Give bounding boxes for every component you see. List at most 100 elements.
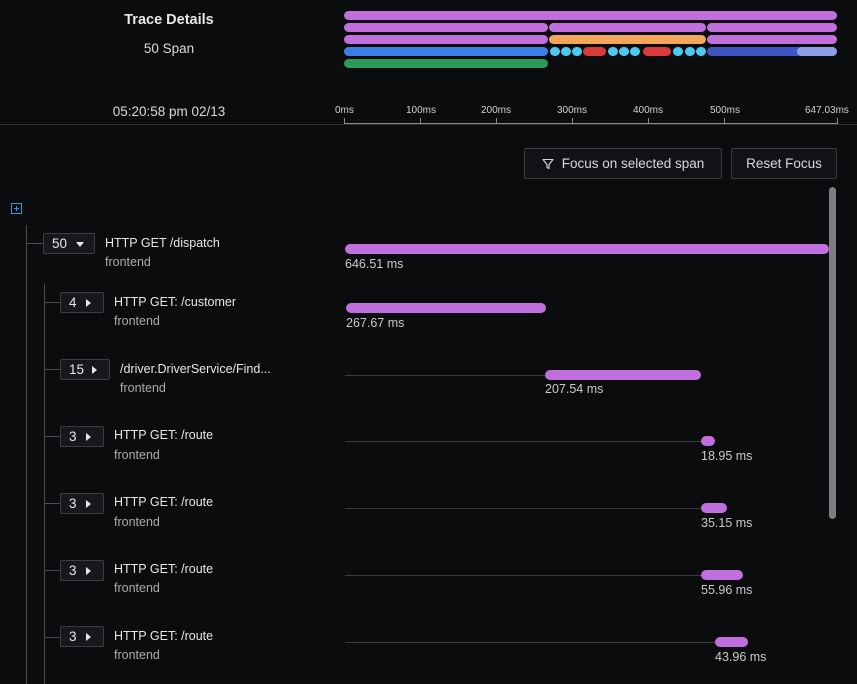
overview-bar: [344, 59, 548, 68]
tick-label: 200ms: [481, 105, 512, 116]
overview-bar: [643, 47, 671, 56]
overview-bar: [608, 47, 618, 56]
overview-bar: [707, 47, 837, 56]
span-name: HTTP GET: /customer: [114, 295, 237, 309]
span-bar[interactable]: [345, 244, 829, 254]
trace-header: Trace Details 50 Span 05:20:58 pm 02/13 …: [0, 0, 857, 125]
focus-selected-span-button[interactable]: Focus on selected span: [524, 148, 722, 179]
trace-title: Trace Details: [124, 12, 214, 28]
expand-toggle[interactable]: 3: [60, 426, 104, 447]
expand-toggle[interactable]: 3: [60, 560, 104, 581]
service-name: frontend: [114, 581, 160, 595]
tree-line: [44, 436, 60, 437]
overview-bar: [797, 47, 837, 56]
expand-toggle[interactable]: 4: [60, 292, 104, 313]
child-count: 3: [69, 496, 77, 511]
trace-timestamp: 05:20:58 pm 02/13: [112, 104, 226, 119]
span-name: HTTP GET /dispatch: [105, 236, 220, 250]
service-name: frontend: [114, 314, 160, 328]
service-name: frontend: [114, 448, 160, 462]
span-track: [345, 642, 715, 643]
collapse-toggle[interactable]: 50: [43, 233, 95, 254]
span-duration: 43.96 ms: [715, 650, 767, 664]
overview-bar: [550, 47, 560, 56]
overview-bar: [344, 11, 837, 20]
expand-toggle[interactable]: 3: [60, 626, 104, 647]
child-count: 4: [69, 295, 77, 310]
overview-bar: [707, 35, 837, 44]
child-count: 3: [69, 429, 77, 444]
span-name: HTTP GET: /route: [114, 562, 214, 576]
span-track: [345, 441, 701, 442]
overview-bar: [583, 47, 606, 56]
tick-mark: [837, 118, 838, 124]
span-duration: 18.95 ms: [701, 449, 753, 463]
tick-mark: [724, 118, 725, 124]
span-duration: 55.96 ms: [701, 583, 753, 597]
span-bar[interactable]: [701, 503, 727, 513]
caret-right-icon: [86, 299, 91, 307]
tick-mark: [648, 118, 649, 124]
span-name: HTTP GET: /route: [114, 629, 214, 643]
expand-toggle[interactable]: 15: [60, 359, 110, 380]
overview-bar: [549, 35, 706, 44]
overview-bar: [572, 47, 582, 56]
overview-bar: [707, 23, 837, 32]
caret-right-icon: [86, 567, 91, 575]
caret-right-icon: [86, 433, 91, 441]
span-duration: 207.54 ms: [545, 382, 604, 396]
timeline-axis: [344, 123, 838, 124]
span-track: [345, 508, 701, 509]
tick-mark: [420, 118, 421, 124]
tick-label: 100ms: [406, 105, 437, 116]
reset-focus-button[interactable]: Reset Focus: [731, 148, 837, 179]
caret-down-icon: [76, 242, 84, 247]
span-track: [345, 375, 545, 376]
span-name: HTTP GET: /route: [114, 495, 214, 509]
filter-icon: [542, 158, 554, 169]
overview-bar: [561, 47, 571, 56]
caret-right-icon: [86, 633, 91, 641]
child-count: 15: [69, 362, 85, 377]
span-track: [345, 575, 701, 576]
tick-label: 300ms: [557, 105, 588, 116]
tick-label: 0ms: [335, 105, 354, 116]
overview-bar: [344, 47, 548, 56]
span-duration: 646.51 ms: [345, 257, 404, 271]
tick-label: 400ms: [633, 105, 664, 116]
child-count: 50: [52, 236, 68, 251]
tick-label: 500ms: [710, 105, 741, 116]
span-count: 50 Span: [143, 41, 195, 56]
caret-right-icon: [92, 366, 97, 374]
tree-line: [44, 570, 60, 571]
span-bar[interactable]: [715, 637, 748, 647]
service-name: frontend: [105, 255, 151, 269]
tick-mark: [496, 118, 497, 124]
scrollbar[interactable]: [829, 187, 836, 519]
tick-mark: [344, 118, 345, 124]
expand-toggle[interactable]: 3: [60, 493, 104, 514]
overview-bar: [549, 23, 706, 32]
tree-line: [26, 225, 27, 684]
tick-mark: [572, 118, 573, 124]
span-bar[interactable]: [701, 436, 715, 446]
tree-line: [44, 503, 60, 504]
reset-button-label: Reset Focus: [746, 156, 822, 171]
tree-line: [44, 302, 60, 303]
span-name: HTTP GET: /route: [114, 428, 214, 442]
service-name: frontend: [114, 648, 160, 662]
expand-all-icon[interactable]: [11, 203, 22, 214]
focus-button-label: Focus on selected span: [561, 156, 705, 171]
service-name: frontend: [120, 381, 166, 395]
span-bar[interactable]: [346, 303, 546, 313]
tree-line: [44, 369, 60, 370]
child-count: 3: [69, 629, 77, 644]
span-bar[interactable]: [545, 370, 701, 380]
overview-bar: [673, 47, 683, 56]
tree-line: [26, 243, 43, 244]
span-bar[interactable]: [701, 570, 743, 580]
overview-bar: [344, 35, 548, 44]
tick-label: 647.03ms: [805, 105, 849, 116]
tree-line: [44, 637, 60, 638]
tree-line: [44, 284, 45, 684]
